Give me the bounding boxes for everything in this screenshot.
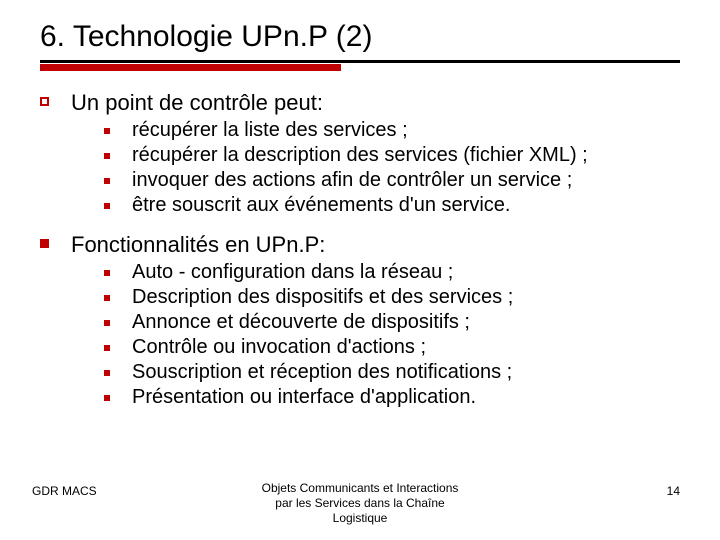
list-item-text: Contrôle ou invocation d'actions ; xyxy=(132,335,426,360)
list-item: Auto - configuration dans la réseau ; xyxy=(104,260,680,285)
square-dot-icon xyxy=(104,203,110,209)
section-heading: Un point de contrôle peut: xyxy=(40,90,680,116)
footer-center-line: Logistique xyxy=(333,511,388,525)
list-item: récupérer la liste des services ; xyxy=(104,118,680,143)
list-item: Contrôle ou invocation d'actions ; xyxy=(104,335,680,360)
slide-title: 6. Technologie UPn.P (2) xyxy=(40,20,680,54)
rule-black xyxy=(40,60,680,63)
square-bullet-icon xyxy=(40,97,49,106)
title-underline xyxy=(40,60,680,70)
square-dot-icon xyxy=(104,395,110,401)
list-item: invoquer des actions afin de contrôler u… xyxy=(104,168,680,193)
list-item-text: Souscription et réception des notificati… xyxy=(132,360,512,385)
rule-red xyxy=(40,64,341,71)
title-area: 6. Technologie UPn.P (2) xyxy=(0,0,720,54)
list-item-text: Description des dispositifs et des servi… xyxy=(132,285,513,310)
page-number: 14 xyxy=(667,484,680,498)
list-item: Annonce et découverte de dispositifs ; xyxy=(104,310,680,335)
square-dot-icon xyxy=(104,128,110,134)
footer-center-line: Objets Communicants et Interactions xyxy=(262,481,459,495)
square-bullet-icon xyxy=(40,239,49,248)
square-dot-icon xyxy=(104,370,110,376)
footer: GDR MACS Objets Communicants et Interact… xyxy=(0,481,720,526)
square-dot-icon xyxy=(104,295,110,301)
list-item: être souscrit aux événements d'un servic… xyxy=(104,193,680,218)
footer-center: Objets Communicants et Interactions par … xyxy=(0,481,720,526)
square-dot-icon xyxy=(104,153,110,159)
square-dot-icon xyxy=(104,270,110,276)
section-heading-text: Fonctionnalités en UPn.P: xyxy=(71,232,325,258)
list-item-text: être souscrit aux événements d'un servic… xyxy=(132,193,510,218)
list-item-text: Annonce et découverte de dispositifs ; xyxy=(132,310,470,335)
list-item-text: invoquer des actions afin de contrôler u… xyxy=(132,168,572,193)
section-items: Auto - configuration dans la réseau ; De… xyxy=(40,260,680,410)
list-item: Présentation ou interface d'application. xyxy=(104,385,680,410)
list-item-text: Auto - configuration dans la réseau ; xyxy=(132,260,453,285)
slide: 6. Technologie UPn.P (2) Un point de con… xyxy=(0,0,720,540)
list-item-text: Présentation ou interface d'application. xyxy=(132,385,476,410)
list-item: Description des dispositifs et des servi… xyxy=(104,285,680,310)
section-heading: Fonctionnalités en UPn.P: xyxy=(40,232,680,258)
square-dot-icon xyxy=(104,345,110,351)
section-items: récupérer la liste des services ; récupé… xyxy=(40,118,680,218)
list-item-text: récupérer la description des services (f… xyxy=(132,143,588,168)
square-dot-icon xyxy=(104,178,110,184)
footer-center-line: par les Services dans la Chaîne xyxy=(275,496,444,510)
footer-left: GDR MACS xyxy=(32,484,97,498)
list-item: Souscription et réception des notificati… xyxy=(104,360,680,385)
list-item: récupérer la description des services (f… xyxy=(104,143,680,168)
square-dot-icon xyxy=(104,320,110,326)
list-item-text: récupérer la liste des services ; xyxy=(132,118,408,143)
content-area: Un point de contrôle peut: récupérer la … xyxy=(0,70,720,410)
section-heading-text: Un point de contrôle peut: xyxy=(71,90,323,116)
